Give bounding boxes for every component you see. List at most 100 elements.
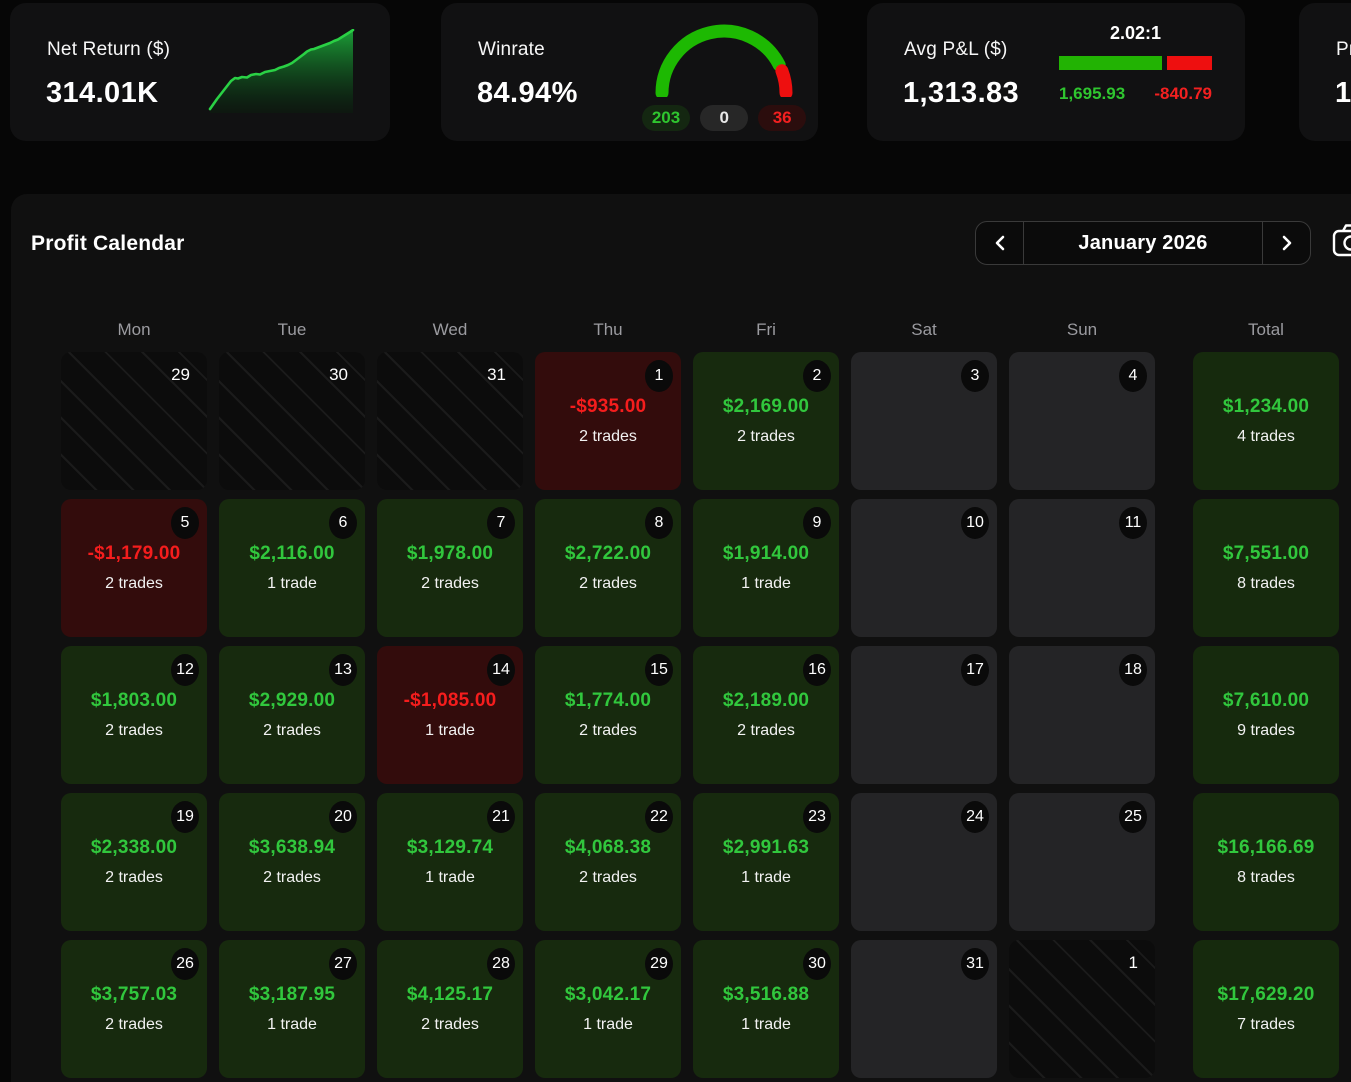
day-header-wed: Wed (432, 320, 468, 339)
calendar-day-cell-8[interactable]: 8 $2,722.00 2 trades (535, 499, 681, 637)
calendar-day-cell-12[interactable]: 12 $1,803.00 2 trades (61, 646, 207, 784)
calendar-day-cell-7[interactable]: 7 $1,978.00 2 trades (377, 499, 523, 637)
calendar-day-cell-4: 4 (1009, 352, 1155, 490)
month-navigator: January 2026 (975, 221, 1311, 265)
day-header-total: Total (1248, 320, 1284, 339)
calendar-day-cell-1: 1 (1009, 940, 1155, 1078)
net-return-sparkline-chart (208, 29, 355, 113)
calendar-day-cell-13[interactable]: 13 $2,929.00 2 trades (219, 646, 365, 784)
calendar-day-cell-16[interactable]: 16 $2,189.00 2 trades (693, 646, 839, 784)
day-pnl-value: $2,189.00 (722, 690, 810, 711)
day-trade-count: 1 trade (267, 575, 317, 592)
day-number-badge: 22 (645, 801, 673, 833)
week-total-trades: 9 trades (1237, 722, 1295, 739)
day-pnl-value: $3,638.94 (248, 837, 336, 858)
day-header-tue: Tue (277, 320, 307, 339)
calendar-day-cell-9[interactable]: 9 $1,914.00 1 trade (693, 499, 839, 637)
calendar-day-cell-21[interactable]: 21 $3,129.74 1 trade (377, 793, 523, 931)
winrate-gauge-icon (655, 24, 793, 97)
day-trade-count: 2 trades (421, 1016, 479, 1033)
chevron-left-icon (995, 235, 1004, 251)
calendar-day-cell-25: 25 (1009, 793, 1155, 931)
day-number-badge: 28 (487, 948, 515, 980)
pnl-ratio-block: 2.02:1 1,695.93 -840.79 (1059, 23, 1212, 104)
day-trade-count: 2 trades (105, 1016, 163, 1033)
day-number-badge: 6 (329, 507, 357, 539)
ratio-bar-red-segment (1166, 56, 1212, 70)
calendar-day-cell-30[interactable]: 30 $3,516.88 1 trade (693, 940, 839, 1078)
day-number-badge: 27 (329, 948, 357, 980)
calendar-day-cell-22[interactable]: 22 $4,068.38 2 trades (535, 793, 681, 931)
calendar-day-cell-6[interactable]: 6 $2,116.00 1 trade (219, 499, 365, 637)
day-number-badge: 8 (645, 507, 673, 539)
week-total-pnl: $17,629.20 (1217, 984, 1315, 1005)
day-trade-count: 2 trades (579, 722, 637, 739)
week-total-trades: 8 trades (1237, 575, 1295, 592)
day-number-badge: 10 (961, 507, 989, 539)
day-trade-count: 2 trades (105, 869, 163, 886)
calendar-day-cell-3: 3 (851, 352, 997, 490)
chevron-right-icon (1282, 235, 1291, 251)
calendar-day-cell-14[interactable]: 14 -$1,085.00 1 trade (377, 646, 523, 784)
losses-count-pill: 36 (758, 105, 807, 131)
day-number: 29 (171, 365, 190, 384)
day-number-badge: 30 (803, 948, 831, 980)
day-number-badge: 5 (171, 507, 199, 539)
winrate-value: 84.94% (477, 77, 578, 109)
day-number-badge: 18 (1119, 654, 1147, 686)
pnl-ratio-legend: 1,695.93 -840.79 (1059, 84, 1212, 104)
calendar-day-cell-29[interactable]: 29 $3,042.17 1 trade (535, 940, 681, 1078)
avg-pnl-label: Avg P&L ($) (904, 39, 1008, 60)
week-total-cell: $7,610.00 9 trades (1193, 646, 1339, 784)
day-number-badge: 31 (961, 948, 989, 980)
day-number-badge: 29 (645, 948, 673, 980)
calendar-day-cell-18: 18 (1009, 646, 1155, 784)
current-month-label[interactable]: January 2026 (1078, 231, 1208, 254)
day-pnl-value: $1,978.00 (406, 543, 494, 564)
calendar-day-cell-26[interactable]: 26 $3,757.03 2 trades (61, 940, 207, 1078)
day-trade-count: 2 trades (737, 428, 795, 445)
calendar-day-cell-27[interactable]: 27 $3,187.95 1 trade (219, 940, 365, 1078)
calendar-day-cell-2[interactable]: 2 $2,169.00 2 trades (693, 352, 839, 490)
prev-month-button[interactable] (976, 222, 1024, 264)
screenshot-button[interactable] (1332, 223, 1351, 262)
profit-calendar-panel: Profit Calendar January 2026 (11, 194, 1351, 1082)
day-number-badge: 15 (645, 654, 673, 686)
day-number-badge: 9 (803, 507, 831, 539)
net-return-value: 314.01K (46, 77, 159, 109)
week-total-cell: $7,551.00 8 trades (1193, 499, 1339, 637)
day-number-badge: 4 (1119, 360, 1147, 392)
day-trade-count: 2 trades (421, 575, 479, 592)
calendar-day-cell-30: 30 (219, 352, 365, 490)
wins-count-pill: 203 (641, 105, 691, 131)
calendar-day-cell-19[interactable]: 19 $2,338.00 2 trades (61, 793, 207, 931)
calendar-day-cell-28[interactable]: 28 $4,125.17 2 trades (377, 940, 523, 1078)
day-number-badge: 23 (803, 801, 831, 833)
day-number: 1 (1128, 953, 1138, 972)
day-number-badge: 19 (171, 801, 199, 833)
calendar-day-cell-10: 10 (851, 499, 997, 637)
week-total-cell: $1,234.00 4 trades (1193, 352, 1339, 490)
next-month-button[interactable] (1262, 222, 1310, 264)
day-trade-count: 2 trades (105, 722, 163, 739)
day-trade-count: 1 trade (741, 575, 791, 592)
calendar-title: Profit Calendar (31, 232, 185, 255)
calendar-day-cell-31: 31 (851, 940, 997, 1078)
calendar-day-cell-15[interactable]: 15 $1,774.00 2 trades (535, 646, 681, 784)
calendar-day-cell-23[interactable]: 23 $2,991.63 1 trade (693, 793, 839, 931)
day-pnl-value: -$935.00 (569, 396, 647, 417)
calendar-day-cell-20[interactable]: 20 $3,638.94 2 trades (219, 793, 365, 931)
day-number-badge: 1 (645, 360, 673, 392)
week-total-pnl: $7,610.00 (1222, 690, 1310, 711)
avg-pnl-card: Avg P&L ($) 1,313.83 2.02:1 1,695.93 -84… (867, 3, 1245, 141)
calendar-day-cell-1[interactable]: 1 -$935.00 2 trades (535, 352, 681, 490)
calendar-day-cell-5[interactable]: 5 -$1,179.00 2 trades (61, 499, 207, 637)
day-number-badge: 2 (803, 360, 831, 392)
day-number-badge: 17 (961, 654, 989, 686)
week-total-pnl: $1,234.00 (1222, 396, 1310, 417)
day-pnl-value: $1,774.00 (564, 690, 652, 711)
calendar-day-cell-29: 29 (61, 352, 207, 490)
day-number: 30 (329, 365, 348, 384)
day-trade-count: 2 trades (263, 869, 321, 886)
